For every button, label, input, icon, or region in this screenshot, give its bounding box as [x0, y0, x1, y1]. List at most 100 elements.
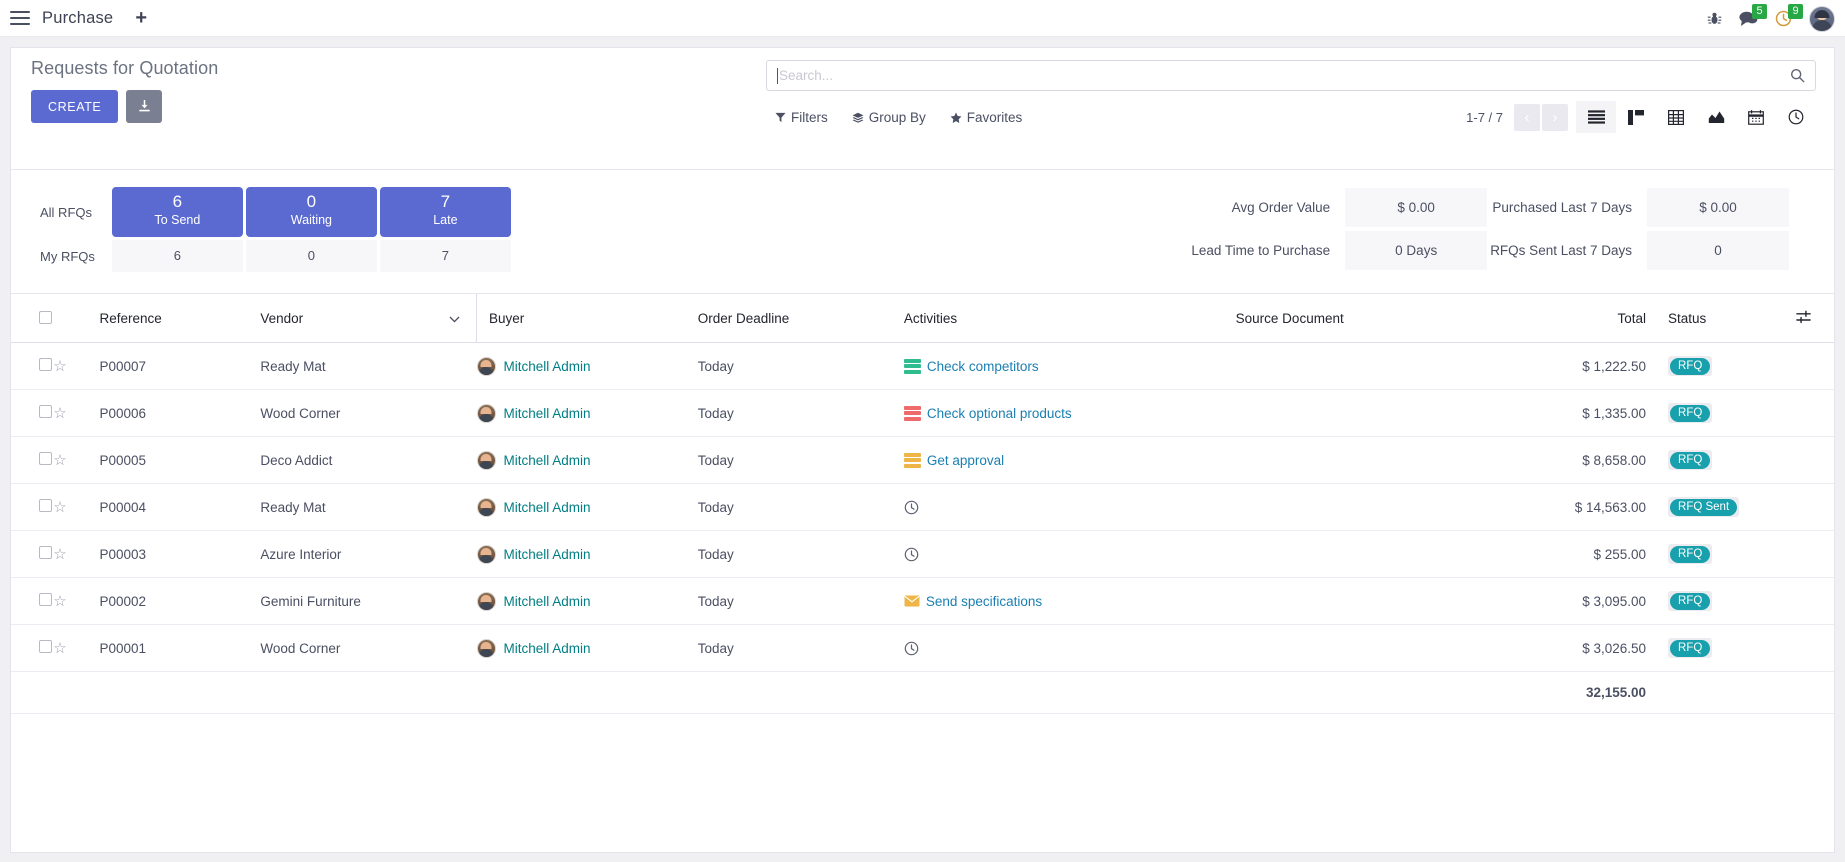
- clock-icon[interactable]: 9: [1775, 4, 1803, 27]
- search-bar[interactable]: [766, 60, 1816, 91]
- row-checkbox[interactable]: [39, 358, 52, 371]
- star-icon[interactable]: ☆: [53, 452, 67, 469]
- cell-reference[interactable]: P00004: [99, 483, 261, 531]
- list-view-icon[interactable]: [1576, 101, 1616, 133]
- clock-icon[interactable]: [904, 547, 919, 562]
- table-row[interactable]: ☆ P00003 Azure Interior Mitchell Admin T…: [11, 530, 1834, 578]
- star-icon[interactable]: ☆: [53, 499, 67, 516]
- tile-to-send[interactable]: 6 To Send: [111, 187, 243, 237]
- row-checkbox[interactable]: [39, 405, 52, 418]
- cell-buyer-name[interactable]: Mitchell Admin: [503, 405, 591, 421]
- cell-activity-label[interactable]: Get approval: [926, 452, 1005, 468]
- table-row[interactable]: ☆ P00006 Wood Corner Mitchell Admin Toda…: [11, 389, 1834, 437]
- cell-vendor[interactable]: Wood Corner: [260, 389, 477, 437]
- cell-activities[interactable]: [903, 530, 1236, 578]
- kpi-avg-order-value[interactable]: $ 0.00: [1345, 188, 1488, 227]
- select-all-checkbox[interactable]: [39, 310, 52, 324]
- cell-buyer-name[interactable]: Mitchell Admin: [503, 546, 591, 562]
- cell-vendor[interactable]: Gemini Furniture: [260, 577, 477, 625]
- cell-activities[interactable]: Get approval: [903, 436, 1236, 484]
- cell-vendor[interactable]: Deco Addict: [260, 436, 477, 484]
- star-icon[interactable]: ☆: [53, 640, 67, 657]
- clock-icon[interactable]: [904, 641, 919, 656]
- row-checkbox[interactable]: [39, 499, 52, 512]
- tile-late[interactable]: 7 Late: [379, 187, 511, 237]
- cell-buyer-name[interactable]: Mitchell Admin: [503, 358, 591, 374]
- row-checkbox[interactable]: [39, 546, 52, 559]
- table-row[interactable]: ☆ P00004 Ready Mat Mitchell Admin Today: [11, 483, 1834, 531]
- cell-activities[interactable]: Check optional products: [903, 389, 1236, 437]
- table-row[interactable]: ☆ P00005 Deco Addict Mitchell Admin Toda…: [11, 436, 1834, 484]
- row-checkbox[interactable]: [39, 640, 52, 653]
- column-reference[interactable]: Reference: [99, 294, 261, 343]
- app-brand-title[interactable]: Purchase: [42, 8, 114, 27]
- cell-activities[interactable]: [903, 624, 1236, 672]
- pager-previous-button[interactable]: ‹: [1514, 104, 1540, 131]
- cell-vendor[interactable]: Ready Mat: [260, 483, 477, 531]
- task-list-icon[interactable]: [903, 452, 921, 468]
- cell-buyer-name[interactable]: Mitchell Admin: [503, 452, 591, 468]
- group-by-dropdown[interactable]: Group By: [852, 110, 926, 125]
- my-tile-waiting[interactable]: 0: [245, 240, 377, 272]
- star-icon[interactable]: ☆: [53, 358, 67, 375]
- cell-buyer-name[interactable]: Mitchell Admin: [503, 499, 591, 515]
- plus-icon[interactable]: +: [135, 7, 147, 29]
- graph-view-icon[interactable]: [1696, 101, 1736, 133]
- cell-vendor[interactable]: Azure Interior: [260, 530, 477, 578]
- cell-buyer-name[interactable]: Mitchell Admin: [503, 640, 591, 656]
- cell-vendor[interactable]: Wood Corner: [260, 624, 477, 672]
- cell-activity-label[interactable]: Send specifications: [925, 593, 1043, 609]
- create-button[interactable]: CREATE: [31, 90, 119, 123]
- kpi-lead-time-value[interactable]: 0 Days: [1345, 231, 1488, 270]
- cell-reference[interactable]: P00007: [99, 342, 261, 390]
- favorites-dropdown[interactable]: Favorites: [950, 110, 1022, 125]
- chevron-down-icon[interactable]: [449, 311, 460, 326]
- cell-activities[interactable]: [903, 483, 1236, 531]
- burger-menu-icon[interactable]: [10, 11, 30, 25]
- kanban-view-icon[interactable]: [1616, 101, 1656, 133]
- column-source-document[interactable]: Source Document: [1235, 294, 1528, 343]
- table-row[interactable]: ☆ P00001 Wood Corner Mitchell Admin Toda…: [11, 624, 1834, 672]
- search-icon[interactable]: [1790, 68, 1805, 83]
- filters-dropdown[interactable]: Filters: [775, 110, 828, 125]
- star-icon[interactable]: ☆: [53, 405, 67, 422]
- cell-buyer-name[interactable]: Mitchell Admin: [503, 593, 591, 609]
- cell-activities[interactable]: Check competitors: [903, 342, 1236, 390]
- cell-activities[interactable]: Send specifications: [903, 577, 1236, 625]
- import-download-icon[interactable]: [126, 90, 163, 123]
- task-list-icon[interactable]: [903, 405, 921, 421]
- cell-reference[interactable]: P00003: [99, 530, 261, 578]
- star-icon[interactable]: ☆: [53, 593, 67, 610]
- row-checkbox[interactable]: [39, 593, 52, 606]
- cell-reference[interactable]: P00002: [99, 577, 261, 625]
- cell-activity-label[interactable]: Check competitors: [926, 358, 1039, 374]
- calendar-view-icon[interactable]: [1736, 101, 1776, 133]
- kpi-rfqs-sent-7d-value[interactable]: 0: [1647, 231, 1789, 270]
- task-list-icon[interactable]: [903, 358, 921, 374]
- clock-icon[interactable]: [904, 500, 919, 515]
- cell-reference[interactable]: P00006: [99, 389, 261, 437]
- chat-bubble-icon[interactable]: 5: [1739, 4, 1767, 27]
- table-row[interactable]: ☆ P00002 Gemini Furniture Mitchell Admin…: [11, 577, 1834, 625]
- my-tile-to-send[interactable]: 6: [111, 240, 243, 272]
- column-status[interactable]: Status: [1668, 294, 1774, 343]
- column-total[interactable]: Total: [1527, 294, 1669, 343]
- cell-reference[interactable]: P00001: [99, 624, 261, 672]
- table-row[interactable]: ☆ P00007 Ready Mat Mitchell Admin Today: [11, 342, 1834, 390]
- activity-view-icon[interactable]: [1776, 101, 1816, 133]
- cell-vendor[interactable]: Ready Mat: [260, 342, 477, 390]
- bug-icon[interactable]: [1707, 11, 1722, 26]
- column-vendor[interactable]: Vendor: [260, 294, 477, 343]
- user-avatar[interactable]: [1809, 5, 1835, 32]
- tile-waiting[interactable]: 0 Waiting: [245, 187, 377, 237]
- column-options-icon[interactable]: [1773, 294, 1834, 343]
- column-activities[interactable]: Activities: [903, 294, 1236, 343]
- column-buyer[interactable]: Buyer: [476, 294, 698, 343]
- kpi-purchased-7d-value[interactable]: $ 0.00: [1647, 188, 1789, 227]
- cell-activity-label[interactable]: Check optional products: [926, 405, 1072, 421]
- envelope-icon[interactable]: [904, 595, 920, 607]
- my-tile-late[interactable]: 7: [379, 240, 511, 272]
- pivot-view-icon[interactable]: [1656, 101, 1696, 133]
- search-input[interactable]: [779, 68, 1790, 83]
- star-icon[interactable]: ☆: [53, 546, 67, 563]
